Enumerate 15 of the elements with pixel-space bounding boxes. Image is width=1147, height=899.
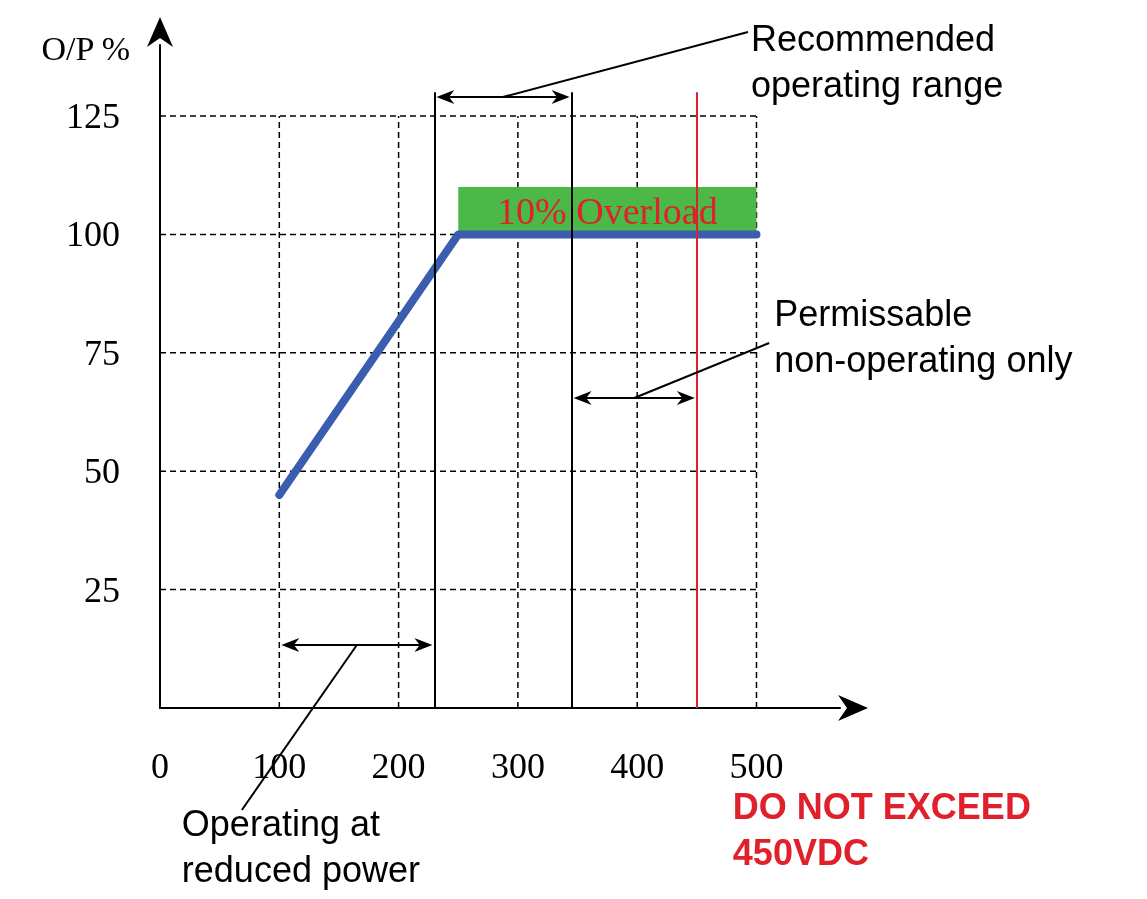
x-tick-label: 500 [729,746,784,786]
x-tick-label: 400 [610,746,665,786]
y-tick-label: 100 [66,214,120,255]
ref-line-label: DO NOT EXCEED 450VDC [732,785,1041,873]
x-tick-label: 0 [151,746,169,786]
y-tick-label: 50 [84,451,120,492]
y-tick-label: 125 [66,96,120,137]
annotation: Permissable non-operating only [774,292,1073,380]
annotation: Recommended operating range [750,17,1006,105]
y-axis-title: O/P % [41,29,130,67]
x-tick-label: 200 [371,746,426,786]
y-tick-label: 25 [84,569,120,610]
y-tick-label: 75 [84,332,120,373]
text: Operating at reduced power [181,802,420,890]
x-tick-label: 300 [490,746,545,786]
